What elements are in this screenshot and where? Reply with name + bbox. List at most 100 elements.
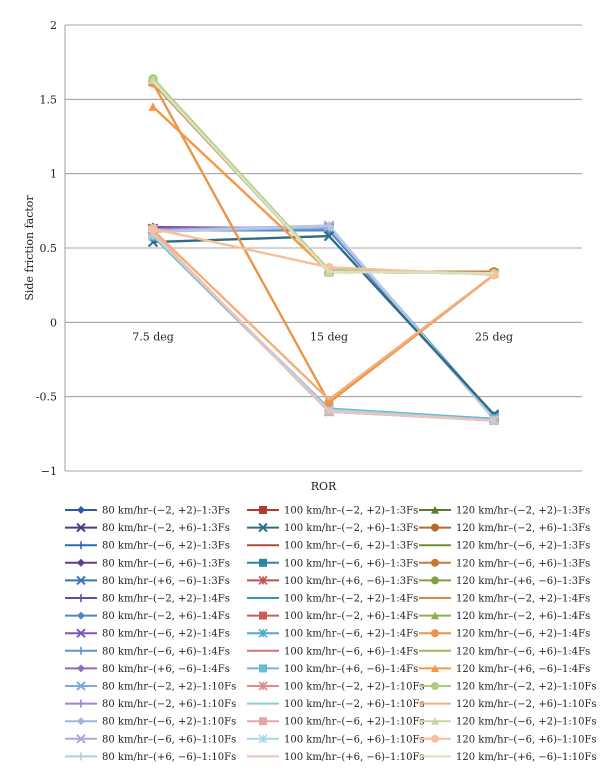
legend-marker (431, 734, 439, 743)
series-line (153, 228, 495, 417)
legend-item: 80 km/hr–(−6, +6)–1:10Fs (65, 734, 236, 745)
legend-label: 80 km/hr–(+6, −6)–1:4Fs (102, 664, 230, 675)
legend-marker (431, 682, 439, 690)
legend-item: 120 km/hr–(−6, +6)–1:10Fs (419, 734, 597, 745)
legend-item: 120 km/hr–(+6, −6)–1:10Fs (419, 752, 597, 763)
series-line (152, 232, 495, 422)
legend-label: 80 km/hr–(−6, +6)–1:4Fs (102, 646, 230, 657)
legend-marker (77, 699, 85, 708)
legend: 80 km/hr–(−2, +2)–1:3Fs 80 km/hr–(−2, +6)… (65, 506, 597, 763)
legend-marker (76, 575, 86, 586)
legend-marker (76, 734, 86, 744)
legend-item: 100 km/hr–(−6, +6)–1:4Fs (247, 646, 418, 657)
legend-item: 100 km/hr–(−2, +6)–1:3Fs (247, 522, 418, 534)
legend-label: 80 km/hr–(−6, +2)–1:3Fs (102, 541, 230, 552)
legend-label: 120 km/hr–(−2, +2)–1:10Fs (456, 682, 597, 693)
legend-item: 120 km/hr–(−6, +2)–1:4Fs (419, 629, 590, 640)
legend-label: 100 km/hr–(−2, +2)–1:4Fs (284, 594, 418, 605)
legend-marker (431, 717, 439, 725)
legend-item: 100 km/hr–(−6, +2)–1:3Fs (247, 541, 418, 552)
legend-label: 80 km/hr–(−2, +2)–1:3Fs (102, 506, 230, 517)
legend-marker (76, 681, 86, 691)
legend-label: 100 km/hr–(−2, +6)–1:3Fs (284, 523, 418, 534)
series-29 (152, 232, 495, 422)
legend-item: 100 km/hr–(+6, −6)–1:4Fs (247, 664, 418, 675)
legend-marker (431, 611, 439, 620)
legend-item: 120 km/hr–(+6, −6)–1:3Fs (419, 576, 590, 587)
legend-label: 120 km/hr–(−2, +6)–1:3Fs (456, 523, 590, 534)
legend-item: 120 km/hr–(−2, +2)–1:4Fs (419, 594, 590, 605)
legend-item: 80 km/hr–(−2, +6)–1:4Fs (65, 611, 230, 622)
legend-label: 100 km/hr–(−6, +6)–1:4Fs (284, 646, 418, 657)
legend-label: 100 km/hr–(−6, +6)–1:3Fs (284, 558, 418, 569)
legend-item: 100 km/hr–(−2, +6)–1:4Fs (247, 611, 418, 622)
legend-item: 100 km/hr–(−6, +6)–1:10Fs (247, 734, 425, 745)
legend-label: 100 km/hr–(+6, −6)–1:10Fs (284, 752, 425, 763)
legend-label: 120 km/hr–(−6, +6)–1:4Fs (456, 646, 590, 657)
legend-marker (76, 628, 86, 638)
y-tick-label: 2 (50, 19, 57, 32)
y-axis-title: Side friction factor (23, 195, 36, 301)
legend-item: 100 km/hr–(−6, +2)–1:4Fs (247, 628, 418, 640)
legend-label: 80 km/hr–(−6, +2)–1:4Fs (102, 629, 230, 640)
legend-label: 100 km/hr–(+6, −6)–1:3Fs (284, 576, 418, 587)
legend-label: 80 km/hr–(−2, +6)–1:4Fs (102, 611, 230, 622)
legend-item: 120 km/hr–(−6, +6)–1:4Fs (419, 646, 590, 657)
legend-item: 80 km/hr–(−2, +6)–1:3Fs (65, 522, 230, 534)
legend-marker (76, 522, 86, 533)
legend-marker (258, 575, 268, 585)
legend-marker (77, 646, 85, 655)
series-44 (152, 80, 495, 275)
legend-item: 80 km/hr–(+6, −6)–1:3Fs (65, 575, 230, 587)
series-line (153, 228, 495, 417)
legend-label: 120 km/hr–(−2, +6)–1:10Fs (456, 699, 597, 710)
legend-marker (259, 558, 267, 567)
legend-label: 80 km/hr–(+6, −6)–1:3Fs (102, 576, 230, 587)
legend-item: 80 km/hr–(−2, +2)–1:3Fs (65, 506, 230, 517)
series-41 (152, 229, 495, 401)
data-point (323, 230, 335, 242)
legend-item: 120 km/hr–(−6, +6)–1:3Fs (419, 558, 590, 569)
y-tick-label: -0.5 (36, 391, 57, 404)
legend-marker (259, 506, 267, 514)
legend-item: 120 km/hr–(−2, +2)–1:3Fs (419, 506, 590, 517)
legend-marker (77, 611, 85, 620)
y-tick-label: −1 (41, 465, 57, 478)
legend-marker (258, 522, 268, 533)
legend-item: 80 km/hr–(+6, −6)–1:4Fs (65, 664, 230, 675)
data-point (148, 224, 158, 234)
legend-label: 120 km/hr–(−6, +6)–1:10Fs (456, 734, 597, 745)
series-40 (148, 74, 499, 278)
legend-item: 100 km/hr–(+6, −6)–1:10Fs (247, 752, 425, 763)
series-30 (148, 75, 499, 278)
legend-marker (259, 611, 267, 620)
legend-label: 120 km/hr–(−6, +2)–1:3Fs (456, 541, 590, 552)
legend-item: 80 km/hr–(−2, +6)–1:10Fs (65, 699, 236, 710)
legend-label: 100 km/hr–(−6, +6)–1:10Fs (284, 734, 425, 745)
series-lines (147, 74, 500, 426)
legend-label: 120 km/hr–(−6, +2)–1:4Fs (456, 629, 590, 640)
legend-label: 80 km/hr–(+6, −6)–1:10Fs (102, 752, 236, 763)
series-37 (148, 78, 499, 408)
legend-item: 80 km/hr–(−6, +2)–1:3Fs (65, 541, 230, 552)
data-point (148, 102, 158, 111)
legend-marker (258, 734, 268, 744)
legend-label: 120 km/hr–(−2, +6)–1:4Fs (456, 611, 590, 622)
legend-label: 80 km/hr–(−2, +2)–1:10Fs (102, 682, 236, 693)
legend-marker (431, 576, 439, 585)
legend-marker (258, 628, 268, 638)
legend-item: 120 km/hr–(−2, +6)–1:10Fs (419, 699, 597, 710)
legend-label: 120 km/hr–(−2, +2)–1:4Fs (456, 594, 590, 605)
legend-item: 100 km/hr–(−2, +2)–1:10Fs (247, 681, 425, 693)
legend-label: 120 km/hr–(−6, +6)–1:3Fs (456, 558, 590, 569)
legend-label: 80 km/hr–(−2, +6)–1:3Fs (102, 523, 230, 534)
legend-item: 120 km/hr–(−2, +6)–1:3Fs (419, 523, 590, 534)
legend-label: 120 km/hr–(−2, +2)–1:3Fs (456, 506, 590, 517)
legend-item: 80 km/hr–(−6, +2)–1:10Fs (65, 717, 236, 728)
legend-item: 120 km/hr–(−6, +2)–1:10Fs (419, 717, 597, 728)
legend-label: 100 km/hr–(−2, +2)–1:3Fs (284, 506, 418, 517)
legend-marker (77, 717, 85, 726)
legend-label: 120 km/hr–(+6, −6)–1:3Fs (456, 576, 590, 587)
data-point (148, 75, 158, 85)
